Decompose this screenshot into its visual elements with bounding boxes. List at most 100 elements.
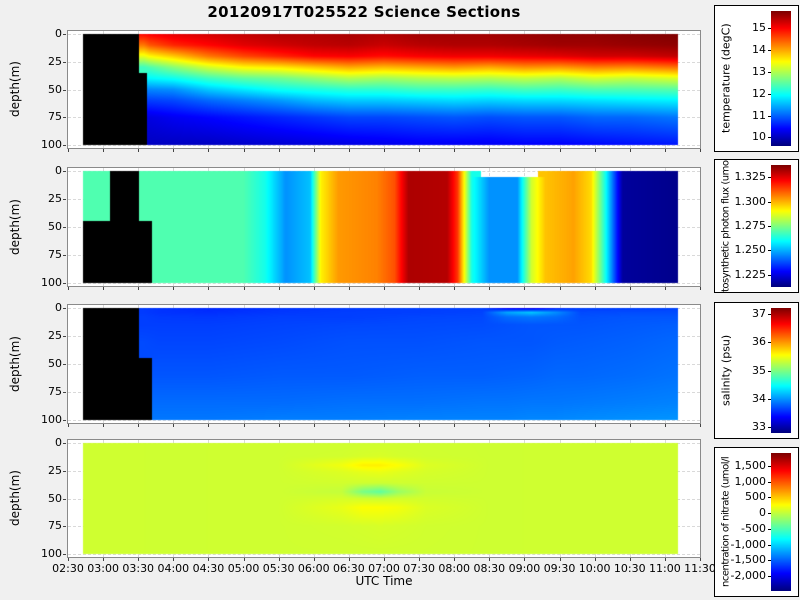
x-tick-mark [384, 149, 385, 152]
colorbar-tick-label: 35 [752, 363, 766, 377]
x-tick-mark [559, 424, 561, 427]
colorbar-tick-mark [768, 465, 771, 467]
x-tick-mark [629, 149, 631, 152]
colorbar-tick-label: 1,500 [734, 458, 767, 472]
y-tick-mark [63, 392, 66, 393]
colorbar-tick-mark [768, 513, 771, 515]
x-tick-mark [664, 424, 666, 427]
heatmap-panel-photon_flux [67, 167, 701, 287]
x-tick-mark [313, 558, 315, 561]
colorbar-tick-label: 1,000 [734, 474, 767, 488]
colorbar-tick-label: -500 [741, 521, 766, 535]
colorbar-tick-label: 1.250 [734, 243, 767, 257]
colorbar-box-photon_flux: 1.325 1.300 1.275 1.250 1.225 tosynthetic pho… [714, 159, 799, 293]
x-tick-mark [103, 287, 105, 290]
y-tick-mark [63, 199, 66, 200]
colorbar-tick-label: -1,500 [730, 553, 766, 567]
x-tick-mark [594, 424, 596, 427]
y-tick-mark [63, 470, 66, 472]
x-tick-mark [419, 149, 421, 152]
x-tick-mark [68, 558, 69, 561]
x-tick-label: 10:30 [613, 562, 646, 575]
x-tick-mark [489, 558, 491, 561]
x-tick-mark [384, 424, 385, 427]
heatmap-panel-salinity [67, 304, 701, 424]
x-tick-label: 06:30 [333, 562, 365, 575]
x-tick-mark [664, 558, 666, 561]
x-tick-mark [103, 558, 105, 561]
x-tick-mark [68, 287, 69, 290]
y-tick-label: 0 [55, 436, 62, 449]
x-tick-mark [208, 287, 210, 290]
y-tick-label: 50 [48, 491, 62, 505]
x-axis-label: UTC Time [355, 574, 413, 588]
heatmap-canvas-photon_flux [68, 168, 700, 286]
colorbar-tick-mark [768, 93, 771, 95]
x-tick-mark [313, 149, 315, 152]
colorbar-box-salinity: 37 36 35 34 33 salinity (psu) [714, 302, 799, 439]
colorbar-tick-label: 11 [752, 108, 766, 122]
y-tick-mark [63, 443, 66, 444]
y-tick-mark [63, 255, 66, 256]
x-tick-mark [559, 287, 561, 290]
x-tick-mark [173, 558, 175, 561]
x-tick-mark [489, 287, 491, 290]
y-tick-label: 75 [48, 110, 62, 124]
colorbar-gradient-nitrate [771, 453, 791, 591]
x-tick-label: 07:00 [368, 562, 400, 575]
colorbar-tick-label: 500 [745, 490, 766, 504]
y-tick-label: 100 [41, 547, 62, 560]
heatmap-canvas-nitrate [68, 440, 700, 557]
x-tick-mark [173, 424, 175, 427]
x-tick-label: 03:30 [122, 562, 155, 575]
colorbar-axis-label: salinity (psu) [719, 334, 733, 407]
y-tick-label: 100 [41, 138, 62, 151]
colorbar-tick-label: 1.325 [734, 170, 767, 184]
x-tick-mark [594, 287, 596, 290]
x-tick-mark [419, 558, 421, 561]
colorbar-tick-label: 10 [752, 130, 766, 144]
colorbar-tick-mark [768, 50, 771, 52]
x-tick-mark [138, 558, 140, 561]
x-tick-mark [454, 149, 456, 152]
colorbar-tick-label: 1.225 [734, 267, 767, 281]
x-tick-label: 09:00 [508, 562, 541, 575]
figure-title: 20120917T025522 Science Sections [207, 3, 521, 21]
y-tick-mark [63, 336, 66, 337]
x-tick-mark [103, 424, 105, 427]
y-tick-label: 50 [48, 82, 62, 96]
x-tick-mark [700, 149, 701, 152]
x-tick-mark [138, 149, 140, 152]
x-tick-mark [664, 149, 666, 152]
x-tick-mark [664, 287, 666, 290]
heatmap-panel-nitrate [67, 439, 701, 558]
colorbar-tick-mark [768, 201, 771, 203]
heatmap-canvas-salinity [68, 305, 700, 423]
colorbar-axis-label: ncentration of nitrate (umol/l [720, 456, 732, 588]
y-tick-label: 25 [48, 329, 62, 342]
y-tick-mark [63, 420, 66, 421]
colorbar-tick-mark [768, 544, 771, 546]
x-tick-mark [454, 287, 456, 290]
x-tick-mark [348, 558, 350, 561]
x-tick-mark [243, 558, 245, 561]
x-tick-mark [348, 424, 350, 427]
x-tick-label: 10:00 [578, 562, 611, 575]
y-tick-mark [63, 171, 66, 172]
colorbar-gradient-photon_flux [771, 165, 791, 287]
colorbar-tick-label: -1,000 [730, 537, 766, 551]
x-tick-mark [454, 424, 456, 427]
x-tick-mark [348, 287, 350, 290]
x-tick-mark [278, 149, 280, 152]
y-tick-mark [63, 89, 66, 91]
x-tick-label: 07:30 [403, 562, 435, 575]
x-tick-mark [138, 424, 140, 427]
y-axis-label: depth(m) [8, 199, 22, 255]
y-tick-mark [63, 145, 66, 146]
x-tick-label: 05:30 [262, 562, 295, 575]
x-tick-label: 11:30 [684, 562, 716, 575]
colorbar-tick-mark [768, 342, 771, 344]
x-tick-mark [208, 149, 210, 152]
colorbar-tick-label: 13 [752, 64, 766, 78]
